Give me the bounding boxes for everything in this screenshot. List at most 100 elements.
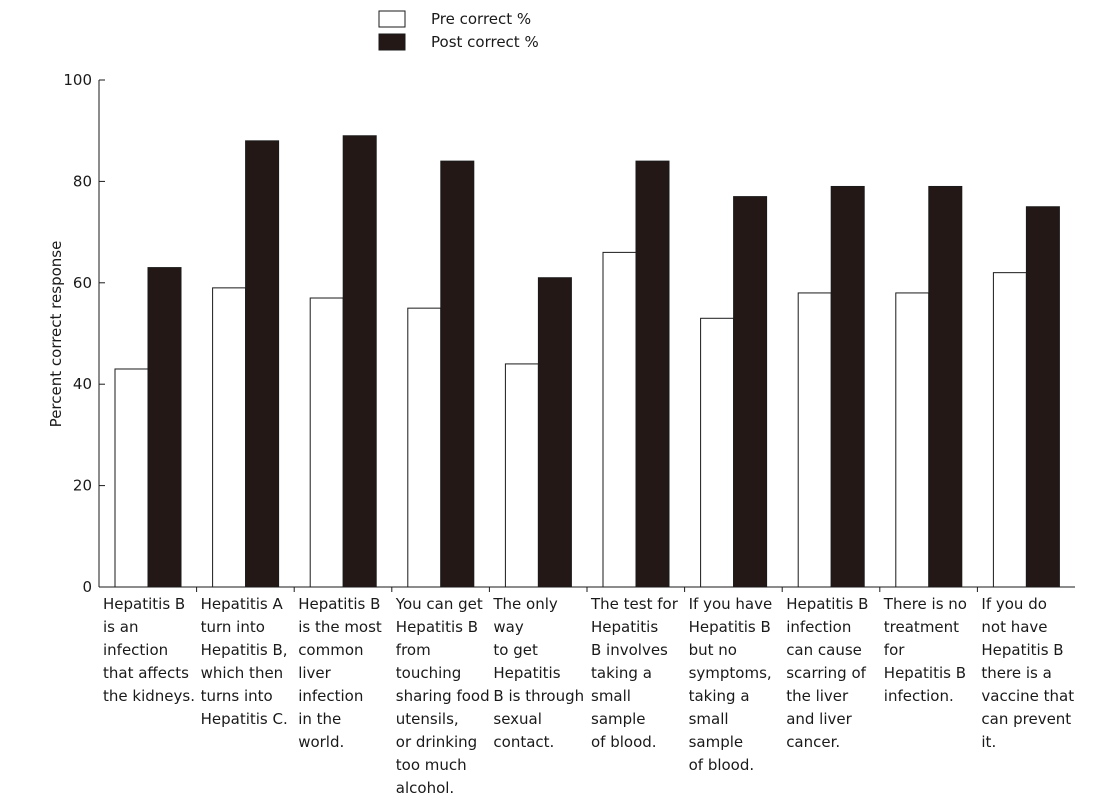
legend-swatch [378, 10, 406, 28]
bar-pre [407, 307, 442, 588]
x-category-label: If you have Hepatitis B but no symptoms, tak… [689, 595, 773, 774]
x-category-label-line: and liver [786, 710, 852, 728]
y-tick-label: 100 [63, 71, 92, 89]
x-category-label-line: it. [981, 733, 996, 751]
x-category-label-line: too much [396, 756, 467, 774]
x-category-label-line: infection. [884, 687, 954, 705]
x-category-label-line: turns into [201, 687, 273, 705]
x-category-label-line: B involves [591, 641, 668, 659]
x-category-label: Hepatitis B is the most common liver infecti… [298, 595, 382, 751]
bar-pre [797, 292, 832, 588]
x-category-label-line: scarring of [786, 664, 866, 682]
legend-label: Post correct % [431, 33, 539, 51]
x-category-label-line: small [591, 687, 631, 705]
x-category-label-line: taking a [591, 664, 652, 682]
x-category-label-line: Hepatitis B [396, 618, 478, 636]
x-category-label-line: vaccine that [981, 687, 1074, 705]
x-category-label: The only way to get Hepatitis B is through se… [492, 595, 584, 751]
x-category-label-line: treatment [884, 618, 959, 636]
x-category-label-line: You can get [395, 595, 483, 613]
x-category-label-line: that affects [103, 664, 189, 682]
x-category-label-line: to get [493, 641, 538, 659]
x-category-label: If you do not have Hepatitis B there is a va… [981, 595, 1074, 751]
x-category-label: There is no treatment for Hepatitis B infect… [883, 595, 967, 705]
bar-post [928, 185, 963, 588]
x-category-label-line: there is a [981, 664, 1051, 682]
x-category-label-line: contact. [493, 733, 554, 751]
x-category-label-line: for [884, 641, 905, 659]
x-category-label: Hepatitis B infection can cause scarring of… [786, 595, 868, 751]
bar-post [245, 140, 280, 588]
y-tick-label: 20 [73, 477, 92, 495]
bar-pre [504, 363, 539, 588]
x-category-label-line: sexual [493, 710, 542, 728]
x-category-label-line: Hepatitis A [201, 595, 284, 613]
x-category-label-line: or drinking [396, 733, 477, 751]
x-category-label-line: the kidneys. [103, 687, 195, 705]
x-category-label-line: is the most [298, 618, 382, 636]
x-category-label: Hepatitis A turn into Hepatitis B, which th… [201, 595, 288, 728]
legend-label: Pre correct % [431, 10, 531, 28]
x-category-label-line: not have [981, 618, 1047, 636]
x-category-label-line: infection [103, 641, 168, 659]
x-category-label-line: There is no [883, 595, 967, 613]
bar-pre [602, 251, 637, 588]
bar-pre [114, 368, 149, 588]
y-axis: 0 20 40 60 80 100 [63, 71, 105, 596]
x-category-label-line: can prevent [981, 710, 1071, 728]
x-category-label-line: way [493, 618, 523, 636]
x-category-label-line: can cause [786, 641, 862, 659]
bar-post [440, 160, 475, 588]
bar-post [830, 185, 865, 588]
x-category-label-line: If you have [689, 595, 773, 613]
x-category-label-line: sample [591, 710, 646, 728]
x-category-label-line: B is through [493, 687, 584, 705]
bar-post [733, 196, 768, 588]
y-tick-label: 0 [82, 578, 92, 596]
x-category-label-line: taking a [689, 687, 750, 705]
y-tick-label: 40 [73, 375, 92, 393]
x-category-label-line: the liver [786, 687, 849, 705]
x-category-label: You can get Hepatitis B from touching sharin… [395, 595, 490, 797]
x-category-label-line: liver [298, 664, 331, 682]
x-category-label-line: Hepatitis B, [201, 641, 288, 659]
x-category-label: Hepatitis B is an infection that affects the… [103, 595, 195, 705]
bar-pre [700, 317, 735, 588]
bar-pre [992, 272, 1027, 588]
x-category-label-line: which then [201, 664, 284, 682]
x-category-label-line: utensils, [396, 710, 459, 728]
y-tick-label: 60 [73, 274, 92, 292]
bar-post [635, 160, 670, 588]
bar-pre [895, 292, 930, 588]
bar-post [342, 135, 377, 588]
legend: Pre correct % Post correct % [378, 10, 539, 51]
bars [114, 135, 1060, 588]
x-category-label-line: touching [396, 664, 462, 682]
x-category-label-line: The test for [590, 595, 679, 613]
x-category-label-line: common [298, 641, 363, 659]
x-category-label-line: infection [298, 687, 363, 705]
x-category-label-line: The only [492, 595, 558, 613]
x-category-label-line: Hepatitis C. [201, 710, 288, 728]
bar-post [537, 277, 572, 588]
x-category-label-line: Hepatitis B [298, 595, 380, 613]
x-category-label-line: of blood. [591, 733, 657, 751]
x-category-label-line: sample [689, 733, 744, 751]
x-category-label-line: cancer. [786, 733, 840, 751]
x-category-label-line: alcohol. [396, 779, 454, 797]
x-category-label-line: sharing food [396, 687, 490, 705]
x-category-label-line: Hepatitis B [786, 595, 868, 613]
x-category-label-line: is an [103, 618, 138, 636]
x-category-label-line: symptoms, [689, 664, 772, 682]
x-category-label: The test for Hepatitis B involves taking a s… [590, 595, 679, 751]
x-category-label-line: Hepatitis B [981, 641, 1063, 659]
bar-post [147, 267, 182, 588]
bar-pre [212, 287, 247, 588]
x-category-label-line: from [396, 641, 431, 659]
x-category-label-line: world. [298, 733, 344, 751]
y-axis-label: Percent correct response [47, 241, 65, 428]
legend-swatch [378, 33, 406, 51]
x-category-label-line: turn into [201, 618, 265, 636]
bar-post [1025, 206, 1060, 588]
